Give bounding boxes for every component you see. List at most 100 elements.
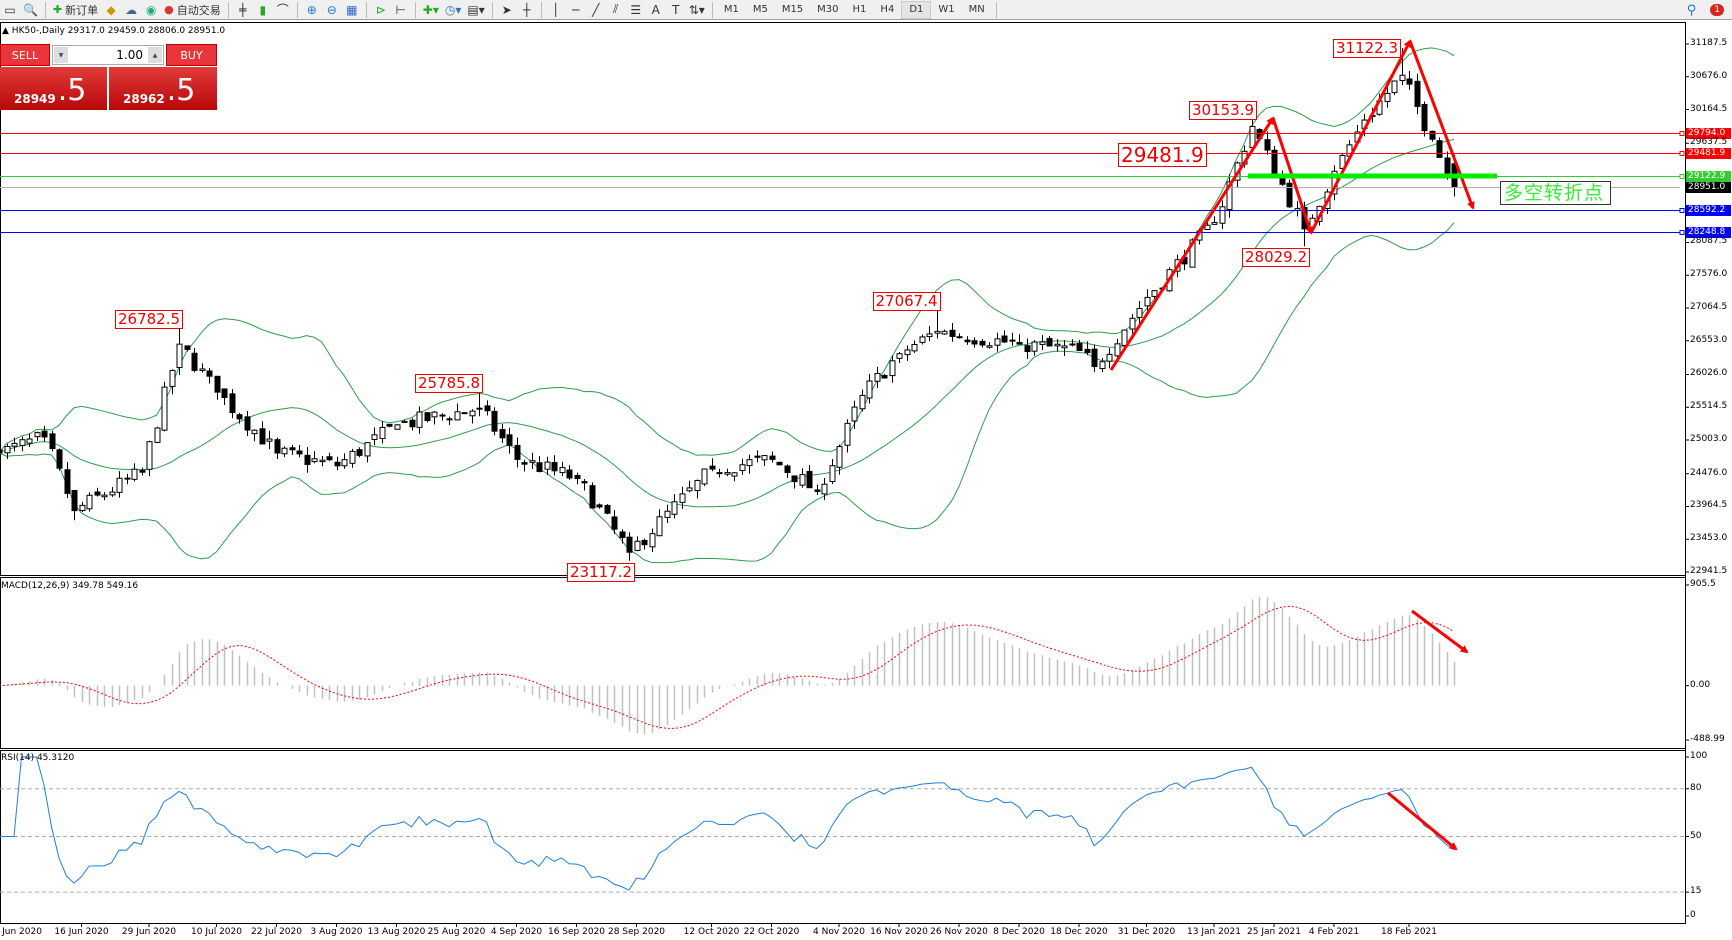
timeframe-w1[interactable]: W1 [938, 4, 955, 15]
candle-body [326, 456, 333, 461]
candle-body [866, 380, 873, 399]
candle-body [611, 516, 618, 530]
candle-body [1429, 130, 1436, 140]
timeframe-m1[interactable]: M1 [723, 4, 739, 15]
sell-button[interactable]: SELL [0, 44, 50, 66]
candle-body [34, 432, 41, 438]
candle-body [499, 428, 506, 439]
timeframe-m30[interactable]: M30 [817, 4, 839, 15]
divider [995, 1, 997, 18]
candle-body [941, 330, 948, 335]
divider [44, 1, 46, 18]
candle-body [979, 340, 986, 346]
candle-body [559, 467, 566, 474]
templates-icon[interactable]: ▤▾ [467, 2, 485, 17]
trendline-icon[interactable]: ╱ [592, 2, 600, 17]
candle-body [536, 462, 543, 472]
candle-body [416, 411, 423, 428]
candle-body [551, 462, 558, 472]
bar-chart-icon[interactable]: ╪ [239, 2, 247, 17]
text-label-icon[interactable]: T [672, 2, 680, 17]
price-annotation: 31122.3 [1333, 39, 1402, 58]
fibonacci-icon[interactable]: ☰ [630, 2, 642, 17]
candle-body [874, 372, 881, 382]
price-tick-label: 27576.0 [1690, 269, 1728, 280]
periods-icon[interactable]: ◷▾ [444, 2, 462, 17]
lot-size-input[interactable]: 1.00 [52, 45, 164, 65]
timeframe-h4[interactable]: H4 [880, 4, 895, 15]
date-tick-label: 18 Feb 2021 [1380, 927, 1438, 937]
sell-price-main: 28949 [14, 92, 56, 106]
timeframe-mn[interactable]: MN [968, 4, 985, 15]
candle-body [154, 427, 161, 443]
line-chart-icon[interactable]: ⌒ [276, 3, 289, 17]
candle-chart-icon[interactable]: ▮ [259, 2, 267, 17]
candle-body [656, 516, 663, 537]
candle-body [86, 494, 93, 510]
candle-body [506, 434, 513, 446]
candle-body [934, 330, 941, 334]
cursor-icon[interactable]: ➤ [501, 2, 512, 17]
zoom-in-icon[interactable]: ⊕ [306, 2, 317, 17]
lot-decrease-icon[interactable]: ▼ [54, 47, 68, 63]
candle-body [304, 454, 311, 465]
timeframe-m5[interactable]: M5 [752, 4, 768, 15]
candle-body [904, 349, 911, 356]
date-tick-label: 22 Jul 2020 [251, 927, 302, 937]
text-icon[interactable]: A [651, 2, 660, 17]
candle-body [709, 465, 716, 470]
vertical-line-icon[interactable]: │ [552, 2, 560, 17]
buy-button[interactable]: BUY [166, 44, 217, 66]
candle-body [971, 340, 978, 345]
search-icon[interactable]: ⚲ [1686, 2, 1697, 18]
candle-body [41, 430, 48, 438]
price-tick-label: 22941.5 [1690, 566, 1728, 576]
candle-body [244, 416, 251, 431]
level-price-tag: 28951.0 [1686, 181, 1731, 193]
candle-body [739, 464, 746, 471]
candle-body [1099, 361, 1106, 370]
indicators-icon[interactable]: ✚▾ [422, 2, 439, 17]
candle-body [986, 345, 993, 348]
collapse-triangle-icon[interactable]: ▲ [2, 26, 9, 36]
equidistant-channel-icon[interactable]: ⫽ [613, 2, 619, 16]
new-chart-icon[interactable]: ▭ [4, 2, 16, 17]
signals-icon[interactable]: ☁ [125, 2, 138, 17]
lot-increase-icon[interactable]: ▲ [148, 47, 162, 63]
candle-body [1121, 329, 1128, 346]
auto-trading-button[interactable]: ● 自动交易 [161, 1, 224, 19]
price-tick-label: 24476.0 [1690, 467, 1728, 478]
horizontal-line-icon[interactable]: ─ [572, 2, 580, 17]
meta-editor-icon[interactable]: ◆ [106, 2, 116, 17]
timeframe-d1[interactable]: D1 [901, 0, 932, 19]
price-tick-label: 29637.5 [1690, 137, 1728, 148]
crosshair-icon[interactable]: ┼ [523, 2, 531, 17]
timeframe-m15[interactable]: M15 [781, 4, 804, 15]
bollinger-lower [0, 222, 1455, 564]
chart-shift-icon[interactable]: ⊢ [395, 2, 406, 17]
timeframe-h1[interactable]: H1 [852, 4, 867, 15]
candle-body [1024, 345, 1031, 353]
candle-body [1211, 221, 1218, 225]
candle-body [176, 343, 183, 368]
zoom-out-icon[interactable]: ⊖ [326, 2, 337, 17]
level-handle [1679, 230, 1685, 235]
buy-price-button[interactable]: 28962.5 [109, 67, 217, 110]
candle-body [791, 475, 798, 483]
turning-point-label: 多空转折点 [1500, 181, 1611, 205]
arrows-icon[interactable]: ⇅▾ [688, 2, 705, 17]
auto-scroll-icon[interactable]: ⊳ [375, 2, 386, 17]
sell-price-button[interactable]: 28949.5 [0, 67, 107, 110]
notification-badge[interactable]: 1 [1710, 4, 1724, 16]
candle-body [439, 414, 446, 417]
price-tick-label: 27064.5 [1690, 302, 1728, 312]
market-icon[interactable]: ◉ [145, 2, 157, 17]
candle-body [469, 410, 476, 417]
candle-body [731, 472, 738, 477]
level-handle [1679, 208, 1685, 213]
candle-body [664, 510, 671, 518]
zoom-chart-icon[interactable]: 🔍 [23, 2, 38, 17]
tile-windows-icon[interactable]: ▦ [346, 2, 358, 17]
new-order-button[interactable]: ✚ 新订单 [50, 1, 101, 19]
